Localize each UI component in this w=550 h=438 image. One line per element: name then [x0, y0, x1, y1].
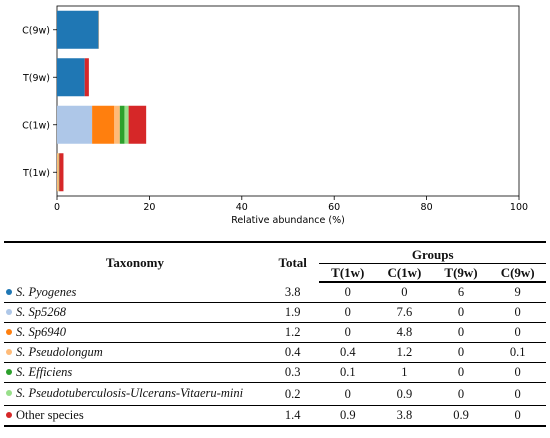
taxonomy-cell: Other species: [4, 405, 266, 427]
groups-header: Groups: [319, 241, 546, 264]
taxonomy-name: S. Pseudolongum: [16, 345, 103, 359]
legend-dot-icon: [6, 288, 12, 295]
table-row: S. Sp5268 1.9 0 7.6 0 0: [4, 302, 546, 323]
taxonomy-cell: S. Pseudotuberculosis-Ulcerans-Vitaeru-m…: [4, 382, 266, 406]
group-value-cell: 0: [319, 382, 377, 406]
group-value-cell: 0.9: [319, 405, 377, 427]
group-value-cell: 0: [376, 282, 433, 303]
group-value-cell: 0: [432, 362, 490, 383]
y-tick-label: T(1w): [22, 168, 50, 179]
table-row: S. Efficiens 0.3 0.1 1 0 0: [4, 362, 546, 383]
group-value-cell: 1.2: [376, 342, 433, 363]
taxonomy-name: S. Pyogenes: [16, 284, 77, 299]
taxonomy-name: S. Efficiens: [16, 365, 73, 379]
group-value-cell: 0.1: [319, 362, 377, 383]
x-tick-label: 100: [510, 202, 528, 213]
total-cell: 3.8: [265, 282, 320, 303]
taxonomy-name: Other species: [16, 408, 84, 422]
table-row: S. Pseudotuberculosis-Ulcerans-Vitaeru-m…: [4, 382, 546, 406]
x-tick-label: 80: [421, 202, 433, 213]
group-value-cell: 0.1: [489, 342, 546, 363]
bar-segment: [57, 153, 59, 192]
y-tick-label: C(9w): [22, 25, 50, 36]
table-row: Other species 1.4 0.9 3.8 0.9 0: [4, 405, 546, 427]
group-value-cell: 0: [489, 302, 546, 323]
group-value-cell: 0: [319, 282, 377, 303]
group-value-cell: 9: [489, 282, 546, 303]
total-header: Total: [265, 241, 320, 282]
group-value-cell: 0: [489, 362, 546, 383]
legend-dot-icon: [6, 369, 12, 376]
legend-dot-icon: [6, 309, 12, 316]
taxonomy-cell: S. Pseudolongum: [4, 342, 266, 363]
table-row: S. Pseudolongum 0.4 0.4 1.2 0 0.1: [4, 342, 546, 363]
y-axis: T(1w) C(1w) T(9w) C(9w): [22, 25, 57, 179]
x-axis: 0 20 40 60 80 100: [54, 196, 528, 213]
bars-group: [57, 10, 147, 192]
group-value-cell: 0: [489, 322, 546, 343]
group-value-cell: 0: [432, 322, 490, 343]
bar-segment: [124, 105, 129, 144]
x-tick-label: 20: [143, 202, 155, 213]
group-value-cell: 4.8: [376, 322, 433, 343]
taxonomy-cell: S. Sp6940: [4, 322, 266, 343]
group-value-cell: 0: [319, 302, 377, 323]
plot-area: [56, 5, 520, 197]
group-value-cell: 6: [432, 282, 490, 303]
x-tick-label: 60: [328, 202, 340, 213]
bar-segment: [114, 105, 120, 144]
group-value-cell: 0.9: [432, 405, 490, 427]
total-cell: 0.3: [265, 362, 320, 383]
group-value-cell: 7.6: [376, 302, 433, 323]
group-value-cell: 0: [489, 382, 546, 406]
bar-segment: [84, 58, 89, 97]
group-col-header: T(9w): [432, 263, 490, 283]
legend-dot-icon: [6, 349, 12, 356]
taxonomy-cell: S. Efficiens: [4, 362, 266, 383]
group-col-header: T(1w): [319, 263, 377, 283]
bar-segment: [57, 10, 99, 49]
group-value-cell: 0.9: [376, 382, 433, 406]
bar-segment: [57, 58, 85, 97]
taxonomy-header: Taxonomy: [4, 241, 266, 282]
legend-dot-icon: [6, 329, 12, 336]
group-value-cell: 0: [432, 302, 490, 323]
bar-segment: [92, 105, 115, 144]
taxonomy-name: S. Sp6940: [16, 325, 66, 339]
group-value-cell: 0: [432, 342, 490, 363]
legend-dot-icon: [6, 412, 12, 419]
taxonomy-name: S. Sp5268: [16, 305, 66, 319]
bar-segment: [57, 105, 93, 144]
table-row: S. Pyogenes 3.8 0 0 6 9: [4, 282, 546, 303]
x-tick-label: 0: [54, 202, 60, 213]
group-value-cell: 1: [376, 362, 433, 383]
total-cell: 0.2: [265, 382, 320, 406]
y-tick-label: C(1w): [22, 120, 50, 131]
group-value-cell: 0: [432, 382, 490, 406]
abundance-table: Taxonomy Total Groups T(1w) C(1w) T(9w) …: [4, 241, 546, 427]
total-cell: 1.4: [265, 405, 320, 427]
x-tick-label: 40: [236, 202, 248, 213]
taxonomy-name: S. Pseudotuberculosis-Ulcerans-Vitaeru-m…: [16, 386, 244, 400]
bar-segment: [59, 153, 64, 192]
total-cell: 1.9: [265, 302, 320, 323]
group-col-header: C(9w): [489, 263, 546, 283]
taxonomy-cell: S. Sp5268: [4, 302, 266, 323]
x-axis-label: Relative abundance (%): [231, 215, 345, 226]
table-row: S. Sp6940 1.2 0 4.8 0 0: [4, 322, 546, 343]
legend-dot-icon: [6, 390, 12, 397]
bar-segment: [128, 105, 147, 144]
group-value-cell: 3.8: [376, 405, 433, 427]
taxonomy-cell: S. Pyogenes: [4, 282, 266, 303]
group-col-header: C(1w): [376, 263, 433, 283]
total-cell: 1.2: [265, 322, 320, 343]
total-cell: 0.4: [265, 342, 320, 363]
group-value-cell: 0.4: [319, 342, 377, 363]
abundance-chart: T(1w) C(1w) T(9w) C(9w) 0 20 40 60 80 100 Relati…: [22, 5, 528, 226]
group-value-cell: 0: [489, 405, 546, 427]
group-value-cell: 0: [319, 322, 377, 343]
bar-segment: [119, 105, 125, 144]
y-tick-label: T(9w): [22, 73, 50, 84]
